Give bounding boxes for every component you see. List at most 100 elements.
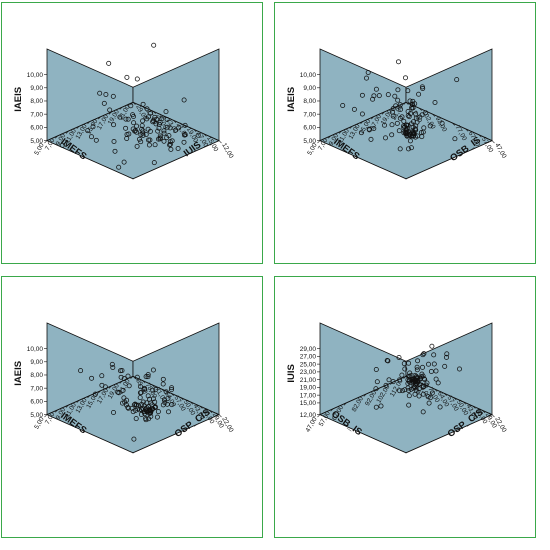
data-point	[120, 400, 125, 406]
y-tick	[472, 405, 476, 409]
data-point	[99, 382, 105, 388]
data-point	[164, 401, 170, 407]
data-point	[386, 377, 392, 383]
y-tick	[444, 393, 447, 397]
data-point	[373, 404, 379, 410]
y-tick	[151, 384, 155, 388]
x-tick	[360, 121, 364, 125]
data-point	[413, 115, 419, 121]
chart-panel-4: 12,00 15,00 17,00 19,00 21,00 23,00 25,00 27,00…	[274, 276, 536, 538]
x-tick	[349, 125, 353, 129]
y-tick	[161, 388, 165, 392]
x-tick	[98, 390, 101, 394]
data-point	[365, 70, 371, 75]
data-point	[413, 127, 418, 133]
data-point	[146, 142, 152, 148]
data-point	[110, 93, 116, 99]
data-point	[92, 391, 98, 397]
data-point	[374, 379, 380, 385]
data-point	[160, 381, 166, 387]
data-point	[153, 387, 159, 393]
x-tick	[381, 111, 385, 115]
data-point	[130, 126, 136, 132]
data-point	[169, 387, 174, 393]
y-tick	[478, 134, 482, 138]
data-point	[145, 126, 151, 132]
data-point	[151, 118, 156, 124]
y-tick	[190, 401, 194, 405]
data-point	[124, 136, 130, 141]
data-point	[396, 128, 402, 134]
z-tick-label: 5,00	[30, 412, 43, 419]
data-point	[120, 387, 126, 393]
data-point	[409, 130, 415, 136]
data-point	[399, 114, 405, 120]
data-point	[156, 125, 162, 131]
data-point	[382, 122, 387, 128]
data-point	[406, 393, 412, 399]
z-tick-label: 6,00	[30, 125, 43, 132]
data-point	[112, 148, 118, 154]
data-point	[395, 87, 401, 93]
data-point	[426, 361, 431, 367]
data-point	[168, 146, 174, 152]
data-point	[366, 126, 372, 132]
data-point	[99, 373, 105, 379]
z-tick-label: 12,00	[300, 412, 317, 419]
chart-panel-3: 5,00 6,00 7,00 8,00 9,00 10,00 IAEIS 5,00 7,00 9,…	[1, 276, 263, 538]
data-point	[410, 128, 416, 134]
data-point	[368, 136, 374, 142]
data-point	[415, 358, 421, 364]
y-tick	[132, 376, 136, 380]
z-tick-label: 15,00	[300, 400, 317, 407]
data-point	[134, 123, 140, 129]
scatter3d-chart-3: 5,006,007,008,009,0010,00IAEIS5,007,009,…	[13, 322, 235, 454]
data-point	[433, 376, 439, 382]
data-point	[101, 100, 107, 106]
data-point	[406, 388, 412, 393]
data-point	[420, 409, 426, 415]
data-point	[93, 137, 99, 143]
data-point	[421, 351, 427, 357]
data-point	[140, 118, 146, 124]
y-tick	[432, 113, 436, 117]
data-point	[85, 128, 91, 134]
x-tick	[403, 102, 407, 106]
data-point	[181, 97, 187, 103]
data-point	[373, 367, 379, 372]
data-point	[399, 372, 405, 378]
data-point	[420, 364, 425, 370]
y-tick	[491, 414, 495, 418]
data-point	[167, 142, 173, 148]
x-tick	[328, 135, 331, 139]
data-point	[126, 131, 132, 137]
data-point	[107, 107, 113, 113]
z-tick-label: 19,00	[300, 385, 317, 392]
data-point	[116, 164, 122, 170]
data-point	[371, 126, 377, 131]
data-point	[405, 113, 411, 119]
data-point	[124, 397, 130, 403]
data-point	[395, 97, 401, 103]
data-point	[161, 130, 167, 136]
y-tick-label: 47,00	[493, 142, 507, 160]
data-point	[118, 368, 123, 374]
y-tick	[203, 133, 207, 137]
data-point	[401, 118, 407, 124]
z-tick-label: 8,00	[30, 372, 43, 379]
data-point	[406, 402, 412, 408]
z-tick-label: 7,00	[303, 111, 316, 118]
data-point	[418, 130, 424, 136]
data-point	[428, 369, 434, 374]
data-point	[402, 366, 408, 372]
data-point	[413, 134, 418, 140]
data-point	[143, 416, 149, 421]
x-tick	[44, 140, 48, 144]
data-point	[398, 106, 404, 112]
chart-panel-2: 5,00 6,00 7,00 8,00 9,00 10,00 IAEIS 5,00 7,00 9,…	[274, 2, 536, 264]
data-point	[161, 138, 167, 144]
data-point	[144, 400, 150, 406]
z-tick-label: 10,00	[27, 346, 44, 353]
data-point	[407, 370, 413, 376]
data-point	[140, 128, 146, 134]
